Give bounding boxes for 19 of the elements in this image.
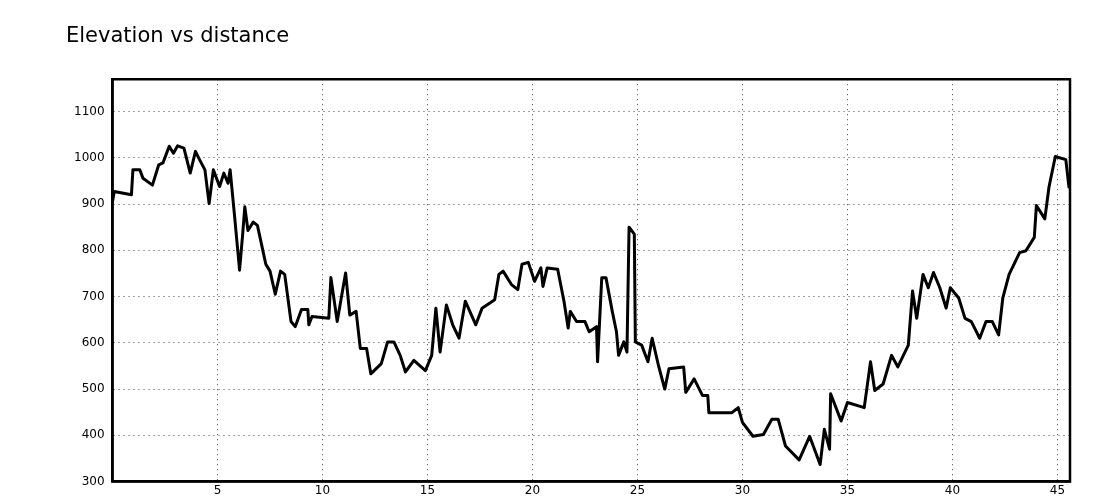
chart-title: Elevation vs distance xyxy=(66,23,290,48)
y-tick-label: 1000 xyxy=(73,149,105,164)
x-tick-label: 15 xyxy=(419,482,436,497)
x-tick-label: 20 xyxy=(524,482,541,497)
x-tick-label: 25 xyxy=(629,482,646,497)
x-tick-label: 40 xyxy=(944,482,961,497)
x-tick-label: 10 xyxy=(314,482,331,497)
y-tick-label: 800 xyxy=(81,242,105,257)
x-tick-label: 45 xyxy=(1049,482,1066,497)
y-tick-label: 400 xyxy=(81,427,105,442)
y-tick-label: 700 xyxy=(81,288,105,303)
y-tick-label: 300 xyxy=(81,473,105,488)
x-tick-label: 30 xyxy=(734,482,751,497)
x-tick-label: 5 xyxy=(213,482,222,497)
y-tick-label: 1100 xyxy=(73,103,105,118)
y-tick-label: 500 xyxy=(81,381,105,396)
y-tick-label: 900 xyxy=(81,196,105,211)
x-tick-label: 35 xyxy=(839,482,856,497)
y-tick-label: 600 xyxy=(81,334,105,349)
